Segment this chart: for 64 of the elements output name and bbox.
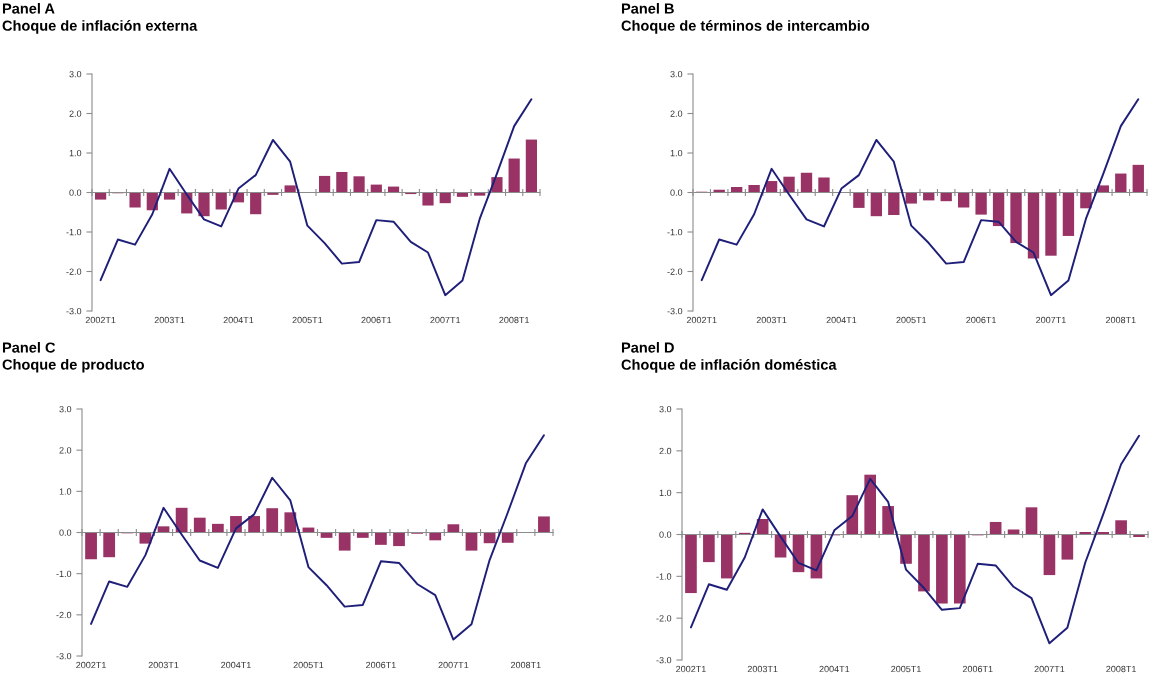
y-tick-label: -2.0 <box>656 615 672 622</box>
x-tick-label: 2008T1 <box>1105 316 1136 324</box>
y-tick-label: -2.0 <box>56 611 72 619</box>
x-tick-label: 2003T1 <box>148 661 179 669</box>
x-tick-label: 2005T1 <box>292 316 323 324</box>
x-tick-label: 2002T1 <box>686 316 717 324</box>
x-tick-label: 2007T1 <box>1034 665 1065 673</box>
chart-subtitle: Choque de inflación doméstica <box>621 359 837 373</box>
y-tick-label: 1.0 <box>670 149 683 157</box>
y-tick-label: 2.0 <box>59 447 72 454</box>
y-tick-label: 3.0 <box>670 70 683 78</box>
y-tick-label: 2.0 <box>69 110 82 117</box>
chart-subtitle: Choque de inflación externa <box>2 20 198 34</box>
x-tick-label: 2002T1 <box>676 665 706 673</box>
x-tick-label: 2005T1 <box>293 661 324 669</box>
x-tick-label: 2003T1 <box>756 316 787 324</box>
y-tick-label: 3.0 <box>59 405 72 413</box>
y-tick-label: 3.0 <box>69 70 82 78</box>
y-tick-label: 0.0 <box>59 529 72 536</box>
y-tick-label: -1.0 <box>656 573 672 580</box>
x-tick-label: 2006T1 <box>962 665 993 673</box>
x-tick-label: 2005T1 <box>896 316 927 324</box>
x-tick-label: 2004T1 <box>826 316 857 324</box>
chart-title: Panel C <box>2 342 56 353</box>
chart-subtitle: Choque de términos de intercambio <box>621 20 870 34</box>
x-tick-label: 2002T1 <box>85 316 116 324</box>
y-tick-label: -3.0 <box>56 652 72 660</box>
x-tick-label: 2004T1 <box>223 316 254 324</box>
y-tick-label: -2.0 <box>66 268 82 275</box>
y-tick-label: 1.0 <box>659 489 672 497</box>
x-tick-label: 2003T1 <box>154 316 185 324</box>
y-tick-label: 3.0 <box>659 405 672 413</box>
x-tick-label: 2007T1 <box>1036 316 1066 324</box>
y-tick-label: -1.0 <box>66 228 82 236</box>
y-tick-label: 1.0 <box>69 149 82 157</box>
y-tick-label: 0.0 <box>670 189 683 196</box>
x-tick-label: 2007T1 <box>438 661 469 669</box>
x-tick-label: 2008T1 <box>499 316 530 324</box>
y-tick-label: -1.0 <box>667 228 683 236</box>
x-tick-label: 2007T1 <box>430 316 461 324</box>
y-tick-label: 0.0 <box>69 189 82 196</box>
y-tick-label: -3.0 <box>667 307 683 315</box>
y-tick-label: 1.0 <box>59 488 72 495</box>
y-tick-label: 0.0 <box>659 531 672 538</box>
x-tick-label: 2004T1 <box>221 661 251 669</box>
y-tick-label: -2.0 <box>667 268 683 275</box>
y-tick-label: -3.0 <box>656 656 672 664</box>
x-tick-label: 2002T1 <box>76 661 106 669</box>
y-tick-label: 2.0 <box>659 447 672 455</box>
x-tick-label: 2006T1 <box>361 316 392 324</box>
y-tick-label: -3.0 <box>66 307 82 315</box>
x-tick-label: 2005T1 <box>891 665 921 673</box>
x-tick-label: 2004T1 <box>819 665 850 673</box>
x-tick-label: 2006T1 <box>966 316 996 324</box>
x-tick-label: 2008T1 <box>1106 665 1136 673</box>
chart-title: Panel A <box>2 3 55 14</box>
x-tick-label: 2003T1 <box>747 665 778 673</box>
chart-title: Panel D <box>621 342 674 353</box>
chart-subtitle: Choque de producto <box>2 359 145 373</box>
x-tick-label: 2008T1 <box>510 661 541 669</box>
y-tick-label: 2.0 <box>670 110 683 117</box>
y-tick-label: -1.0 <box>56 570 72 578</box>
chart-title: Panel B <box>621 3 674 14</box>
x-tick-label: 2006T1 <box>366 661 396 669</box>
